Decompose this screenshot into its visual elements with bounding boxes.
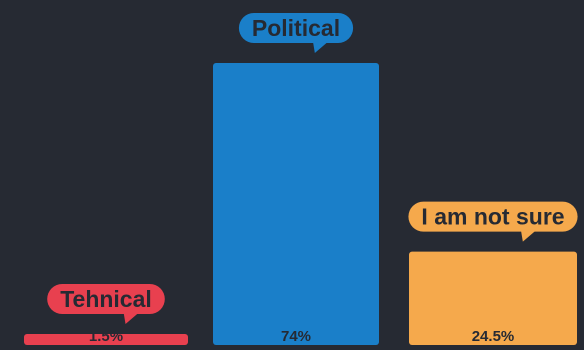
category-bubble-tehnical: Tehnical <box>47 284 165 324</box>
bar-group-political: 74% Political <box>213 13 379 345</box>
bar-tehnical <box>24 334 188 345</box>
category-label-i-am-not-sure: I am not sure <box>421 204 564 230</box>
category-bubble-i-am-not-sure: I am not sure <box>408 201 578 242</box>
category-label-political: Political <box>252 15 340 41</box>
value-label-political: 74% <box>281 328 311 345</box>
value-label-tehnical: 1.5% <box>89 328 123 345</box>
bar-group-i-am-not-sure: 24.5% I am not sure <box>408 201 578 345</box>
value-label-i-am-not-sure: 24.5% <box>472 328 515 345</box>
bubble-tail <box>312 41 329 53</box>
bubble-shape <box>238 13 354 43</box>
bar-political <box>213 63 379 345</box>
bubble-shape <box>408 201 578 232</box>
bar-i-am-not-sure <box>409 251 577 345</box>
bar-group-tehnical: 1.5% Tehnical <box>24 284 188 345</box>
bubble-tail <box>520 229 537 242</box>
category-bubble-political: Political <box>238 13 354 53</box>
bubble-shape <box>47 284 165 314</box>
category-label-tehnical: Tehnical <box>60 286 152 312</box>
bubble-tail <box>123 312 140 324</box>
